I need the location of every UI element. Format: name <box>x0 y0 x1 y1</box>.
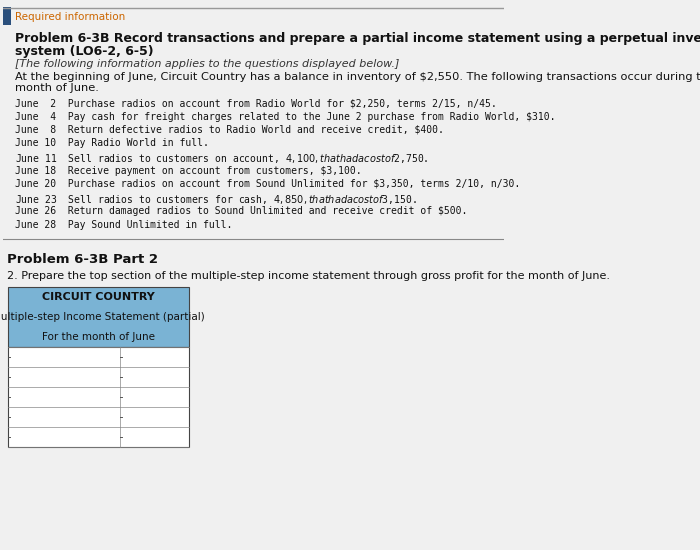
Text: June 10  Pay Radio World in full.: June 10 Pay Radio World in full. <box>15 139 209 148</box>
Text: system (LO6-2, 6-5): system (LO6-2, 6-5) <box>15 45 154 58</box>
Text: Multiple-step Income Statement (partial): Multiple-step Income Statement (partial) <box>0 312 205 322</box>
Text: CIRCUIT COUNTRY: CIRCUIT COUNTRY <box>42 292 155 302</box>
Text: June 20  Purchase radios on account from Sound Unlimited for $3,350, terms 2/10,: June 20 Purchase radios on account from … <box>15 179 521 189</box>
FancyBboxPatch shape <box>8 347 189 447</box>
Text: Required information: Required information <box>15 12 126 22</box>
Text: June 26  Return damaged radios to Sound Unlimited and receive credit of $500.: June 26 Return damaged radios to Sound U… <box>15 206 468 216</box>
FancyBboxPatch shape <box>8 287 189 347</box>
FancyBboxPatch shape <box>1 7 11 25</box>
Text: 2. Prepare the top section of the multiple-step income statement through gross p: 2. Prepare the top section of the multip… <box>7 271 610 281</box>
Text: Problem 6-3B Record transactions and prepare a partial income statement using a : Problem 6-3B Record transactions and pre… <box>15 32 700 45</box>
Text: At the beginning of June, Circuit Country has a balance in inventory of $2,550. : At the beginning of June, Circuit Countr… <box>15 72 700 82</box>
Text: June 28  Pay Sound Unlimited in full.: June 28 Pay Sound Unlimited in full. <box>15 219 233 229</box>
Text: Problem 6-3B Part 2: Problem 6-3B Part 2 <box>7 253 158 266</box>
Text: June 18  Receive payment on account from customers, $3,100.: June 18 Receive payment on account from … <box>15 166 362 175</box>
Text: June 11  Sell radios to customers on account, $4,100, that had a cost of $2,750.: June 11 Sell radios to customers on acco… <box>15 152 429 165</box>
Text: [The following information applies to the questions displayed below.]: [The following information applies to th… <box>15 59 400 69</box>
Text: June  4  Pay cash for freight charges related to the June 2 purchase from Radio : June 4 Pay cash for freight charges rela… <box>15 112 556 122</box>
Text: June  8  Return defective radios to Radio World and receive credit, $400.: June 8 Return defective radios to Radio … <box>15 125 444 135</box>
Text: June 23  Sell radios to customers for cash, $4,850, that had a cost of $3,150.: June 23 Sell radios to customers for cas… <box>15 192 417 206</box>
Text: month of June.: month of June. <box>15 83 99 93</box>
Text: June  2  Purchase radios on account from Radio World for $2,250, terms 2/15, n/4: June 2 Purchase radios on account from R… <box>15 98 497 108</box>
Text: For the month of June: For the month of June <box>42 332 155 342</box>
